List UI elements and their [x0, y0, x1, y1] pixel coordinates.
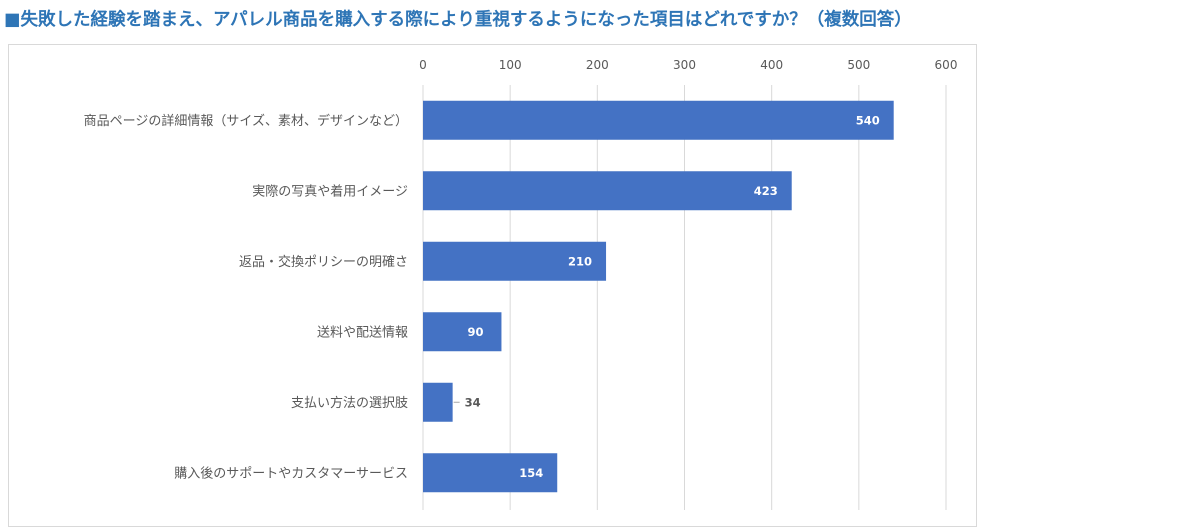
category-labels: 商品ページの詳細情報（サイズ、素材、デザインなど） 実際の写真や着用イメージ返品・… [84, 113, 408, 482]
data-labels: 540 423 210 90 34 154 [453, 113, 880, 480]
tick-label: 400 [760, 58, 783, 72]
tick-label: 200 [586, 58, 609, 72]
category-label: 送料や配送情報 [317, 325, 408, 340]
tick-label: 600 [935, 58, 958, 72]
bar [423, 171, 792, 211]
bar [423, 312, 502, 352]
data-label: 423 [754, 184, 778, 198]
bar [423, 453, 558, 493]
data-label: 210 [568, 254, 592, 268]
bar [423, 382, 453, 422]
tick-label: 500 [847, 58, 870, 72]
chart-title: ■失敗した経験を踏まえ、アパレル商品を購入する際により重視するようになった項目は… [4, 10, 912, 30]
bar [423, 241, 607, 281]
category-label: 実際の写真や着用イメージ [252, 183, 408, 199]
data-label: 540 [856, 113, 880, 127]
data-label: 154 [519, 466, 543, 480]
category-label: 商品ページの詳細情報（サイズ、素材、デザインなど） [84, 113, 408, 129]
category-label: 支払い方法の選択肢 [291, 395, 408, 411]
category-label: 返品・交換ポリシーの明確さ [239, 254, 408, 270]
data-label: 90 [467, 325, 483, 339]
category-label: 購入後のサポートやカスタマーサービス [174, 466, 408, 481]
gridlines [422, 85, 947, 510]
bar [423, 100, 894, 140]
x-axis-ticks: 0 100 200 300 400 500 600 [419, 58, 957, 72]
bars [423, 100, 894, 493]
tick-label: 300 [673, 58, 696, 72]
tick-label: 0 [419, 58, 427, 72]
tick-label: 100 [499, 58, 522, 72]
data-label: 34 [465, 395, 481, 409]
